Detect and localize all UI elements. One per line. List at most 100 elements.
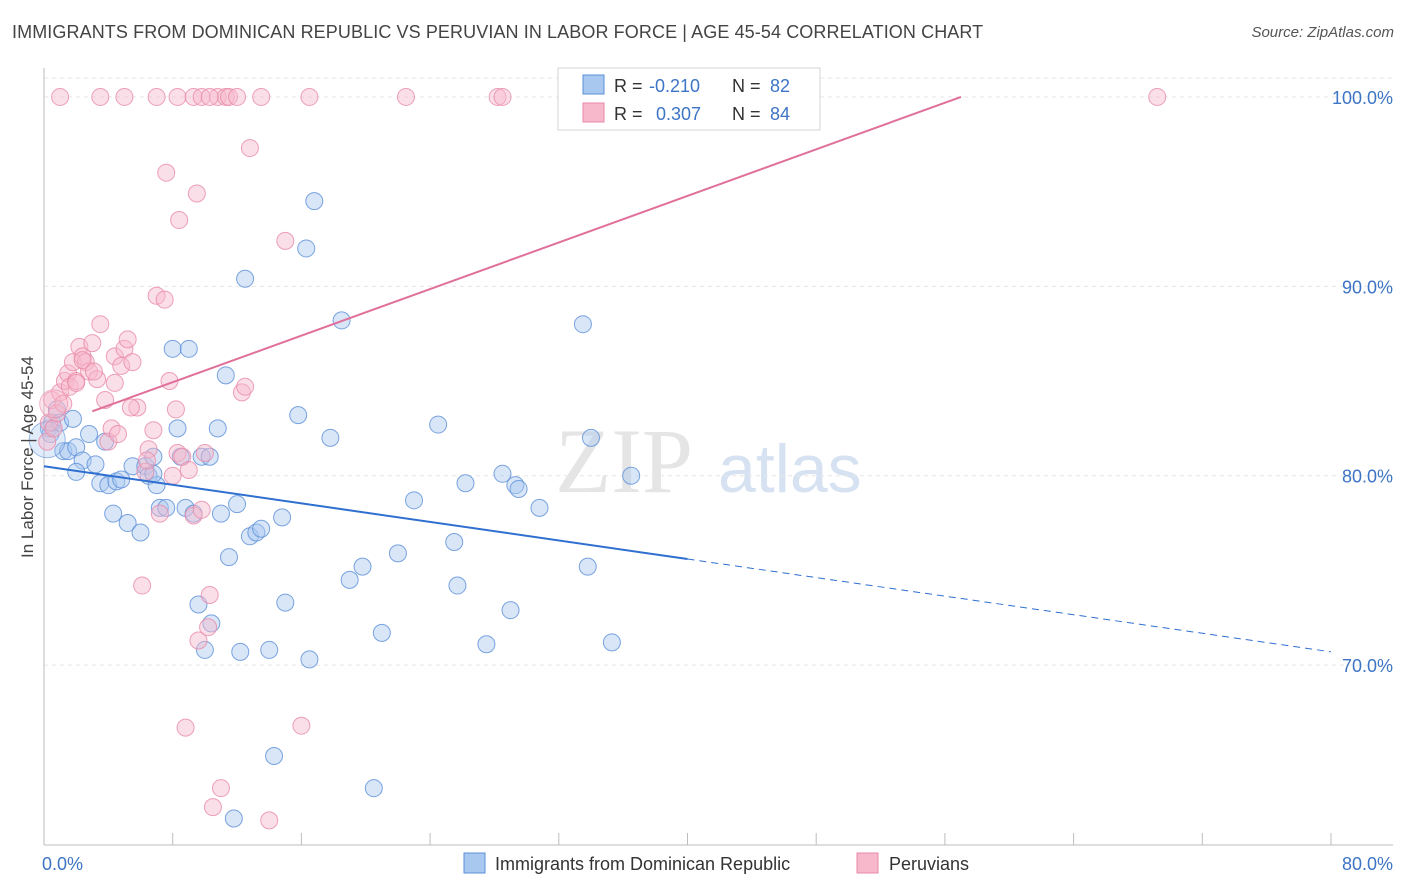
data-point bbox=[211, 504, 230, 523]
data-point bbox=[297, 239, 316, 258]
y-tick-labels: 70.0% 80.0% 90.0% 100.0% bbox=[1332, 88, 1393, 676]
data-point bbox=[300, 650, 319, 669]
data-point bbox=[240, 139, 259, 158]
data-point-cluster bbox=[28, 421, 66, 459]
data-point bbox=[115, 339, 134, 358]
stats-r-label: R = bbox=[614, 76, 643, 96]
data-point bbox=[105, 347, 124, 366]
data-point bbox=[173, 447, 192, 466]
data-point bbox=[118, 330, 137, 349]
data-point bbox=[578, 557, 597, 576]
axes bbox=[43, 68, 1393, 846]
data-point bbox=[179, 461, 198, 480]
trend-lines bbox=[43, 95, 1332, 653]
data-point bbox=[231, 642, 250, 661]
y-tick-label: 90.0% bbox=[1342, 277, 1393, 297]
data-point bbox=[44, 419, 63, 438]
data-point bbox=[115, 87, 134, 106]
legend-swatch-pink bbox=[856, 852, 879, 874]
data-point bbox=[163, 339, 182, 358]
data-point bbox=[99, 432, 118, 451]
data-point bbox=[200, 87, 219, 106]
watermark-atlas: atlas bbox=[718, 431, 862, 507]
data-point bbox=[128, 398, 147, 417]
y-tick-label: 80.0% bbox=[1342, 467, 1393, 487]
data-point bbox=[105, 373, 124, 392]
data-point bbox=[84, 362, 103, 381]
data-point bbox=[321, 428, 340, 447]
data-point bbox=[168, 419, 187, 438]
data-point bbox=[166, 400, 185, 419]
data-point bbox=[622, 466, 641, 485]
data-point-cluster bbox=[39, 389, 69, 419]
data-point bbox=[195, 443, 214, 462]
data-point bbox=[144, 421, 163, 440]
source-label: Source: ZipAtlas.com bbox=[1251, 24, 1394, 41]
data-point bbox=[276, 231, 295, 250]
data-point bbox=[51, 383, 70, 402]
stats-r-label: R = bbox=[614, 104, 643, 124]
data-point bbox=[168, 87, 187, 106]
stats-n-label: N = bbox=[732, 76, 761, 96]
stats-n-value: 84 bbox=[770, 104, 790, 124]
data-point bbox=[1148, 87, 1167, 106]
data-point bbox=[445, 532, 464, 551]
data-point bbox=[488, 87, 507, 106]
stats-n-value: 82 bbox=[770, 76, 790, 96]
stats-r-value: -0.210 bbox=[649, 76, 700, 96]
data-point bbox=[147, 87, 166, 106]
data-point bbox=[252, 519, 271, 538]
data-point bbox=[179, 339, 198, 358]
stats-swatch-blue bbox=[582, 74, 605, 95]
data-point bbox=[38, 432, 57, 451]
chart-title: IMMIGRANTS FROM DOMINICAN REPUBLIC VS PE… bbox=[12, 22, 984, 42]
data-point bbox=[265, 746, 284, 765]
data-point bbox=[123, 353, 142, 372]
legend-swatch-blue bbox=[463, 852, 486, 874]
data-point bbox=[86, 455, 105, 474]
data-point bbox=[139, 440, 158, 459]
x-tick-label-max: 80.0% bbox=[1342, 854, 1393, 874]
data-point bbox=[232, 383, 251, 402]
y-tick-label: 70.0% bbox=[1342, 656, 1393, 676]
data-point bbox=[456, 474, 475, 493]
data-point bbox=[252, 87, 271, 106]
data-point bbox=[91, 87, 110, 106]
data-point bbox=[137, 451, 156, 470]
data-point bbox=[396, 87, 415, 106]
data-point bbox=[131, 523, 150, 542]
data-point bbox=[67, 373, 86, 392]
data-point bbox=[372, 623, 391, 642]
data-point bbox=[573, 315, 592, 334]
data-point bbox=[170, 211, 189, 230]
data-point bbox=[83, 334, 102, 353]
data-point bbox=[80, 425, 99, 444]
data-point bbox=[200, 586, 219, 605]
legend-label-peruvians: Peruvians bbox=[889, 854, 969, 874]
data-point bbox=[118, 514, 137, 533]
data-point bbox=[150, 504, 169, 523]
data-point bbox=[157, 163, 176, 182]
data-point bbox=[203, 798, 222, 817]
data-point bbox=[195, 640, 214, 659]
data-point bbox=[289, 406, 308, 425]
data-point bbox=[276, 593, 295, 612]
data-point bbox=[602, 633, 621, 652]
data-point bbox=[236, 269, 255, 288]
data-point bbox=[51, 87, 70, 106]
data-point bbox=[121, 398, 140, 417]
data-point bbox=[73, 347, 92, 366]
y-axis-label: In Labor Force | Age 45-54 bbox=[18, 356, 37, 558]
legend-label-dominican: Immigrants from Dominican Republic bbox=[495, 854, 790, 874]
data-point bbox=[388, 544, 407, 563]
data-point bbox=[305, 192, 324, 211]
stats-swatch-pink bbox=[582, 102, 605, 123]
data-point bbox=[187, 184, 206, 203]
data-point bbox=[429, 415, 448, 434]
data-point bbox=[493, 87, 512, 106]
trend-line-dominican-extension bbox=[687, 558, 1332, 653]
data-point bbox=[112, 356, 131, 375]
data-point bbox=[163, 466, 182, 485]
data-point bbox=[112, 470, 131, 489]
data-point bbox=[216, 366, 235, 385]
